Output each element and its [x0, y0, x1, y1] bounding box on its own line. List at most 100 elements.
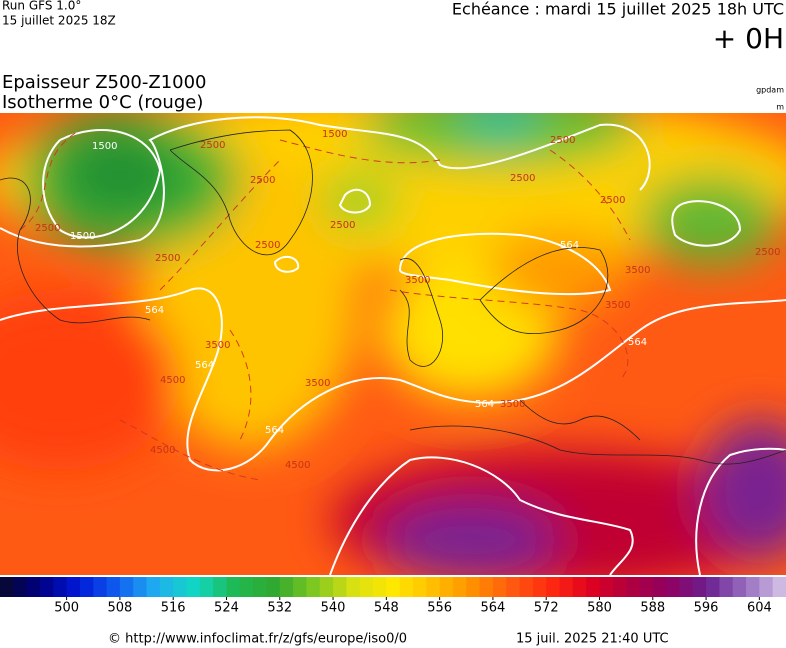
generated: 15 juil. 2025 21:40 UTC: [516, 632, 669, 647]
contour-label: 1500: [70, 231, 95, 242]
contour-label: 2500: [330, 220, 355, 231]
colorbar-swatch: [559, 577, 574, 597]
contour-label: 2500: [755, 247, 780, 258]
colorbar-swatch: [746, 577, 760, 597]
map: 1500 1500 2500 2500 2500 1500 2500 2500 …: [0, 113, 786, 575]
map-title: Epaisseur Z500-Z1000: [2, 72, 207, 93]
contour-label: 2500: [155, 253, 180, 264]
thickness-contours: [0, 116, 786, 575]
unit: m: [776, 103, 784, 112]
colorbar-tick-label: 580: [587, 601, 612, 616]
colorbar-tick-label: 604: [747, 601, 772, 616]
colorbar-swatch: [492, 577, 507, 597]
colorbar-swatch: [706, 577, 720, 597]
colorbar-swatch: [66, 577, 81, 597]
contour-label: 1500: [322, 129, 347, 140]
contour-label: 564: [628, 337, 647, 348]
colorbar-swatch: [26, 577, 41, 597]
colorbar-swatch: [133, 577, 148, 597]
colorbar-tick-label: 548: [374, 601, 399, 616]
contour-label: 4500: [285, 460, 310, 471]
colorbar-swatch: [759, 577, 774, 597]
colorbar-swatch: [239, 577, 254, 597]
contour-label: 564: [560, 240, 579, 251]
colorbar-swatch: [679, 577, 694, 597]
colorbar-swatch: [426, 577, 441, 597]
colorbar-swatch: [719, 577, 734, 597]
colorbar-swatch: [732, 577, 747, 597]
colorbar-swatch: [333, 577, 347, 597]
colorbar-swatch: [199, 577, 214, 597]
contour-label: 564: [265, 425, 284, 436]
colorbar-tick-label: 524: [214, 601, 239, 616]
colorbar-tick-label: 516: [161, 601, 186, 616]
colorbar-swatch: [399, 577, 414, 597]
colorbar-swatch: [253, 577, 267, 597]
contour-label: 2500: [550, 135, 575, 146]
contour-label: 4500: [150, 445, 175, 456]
colorbar-swatch: [213, 577, 227, 597]
colorbar-swatch: [79, 577, 94, 597]
colorbar-swatch: [692, 577, 707, 597]
colorbar-tick-label: 596: [694, 601, 719, 616]
coastlines: [0, 129, 786, 465]
map-subtitle: Isotherme 0°C (rouge): [2, 92, 203, 113]
contour-label: 2500: [35, 223, 60, 234]
colorbar-swatch: [226, 577, 241, 597]
colorbar-swatch: [53, 577, 68, 597]
colorbar-swatch: [266, 577, 281, 597]
contour-label: 3500: [605, 300, 630, 311]
contour-label: 3500: [205, 340, 230, 351]
contour-label: 3500: [305, 378, 330, 389]
contour-label: 3500: [500, 399, 525, 410]
colorbar-swatch: [346, 577, 361, 597]
contour-label: 2500: [200, 140, 225, 151]
colorbar-swatch: [639, 577, 654, 597]
colorbar: 500 508 516 524 532 540 548 556 564 572 580 588 596 6…: [0, 577, 786, 616]
colorbar-swatch: [306, 577, 321, 597]
unit: gpdam: [756, 86, 784, 95]
colorbar-swatch: [612, 577, 627, 597]
run: Run GFS 1.0°: [2, 0, 81, 13]
lead-time: + 0H: [713, 22, 784, 55]
contour-label: 2500: [510, 173, 535, 184]
contour-label: 2500: [250, 175, 275, 186]
source: © http://www.infoclimat.fr/z/gfs/europe/…: [108, 632, 407, 647]
colorbar-tick-label: 588: [640, 601, 665, 616]
contour-label: 1500: [92, 141, 117, 152]
colorbar-swatch: [106, 577, 121, 597]
contour-label: 564: [475, 399, 494, 410]
colorbar-tick-label: 532: [267, 601, 292, 616]
colorbar-tick-label: 572: [534, 601, 559, 616]
colorbar-swatch: [39, 577, 54, 597]
contour-label: 3500: [405, 275, 430, 286]
colorbar-swatch: [772, 577, 786, 597]
contour-label: 564: [195, 360, 214, 371]
colorbar-swatch: [159, 577, 174, 597]
colorbar-swatch: [572, 577, 587, 597]
colorbar-swatch: [293, 577, 307, 597]
colorbar-tick-label: 556: [427, 601, 452, 616]
contour-label: 4500: [160, 375, 185, 386]
colorbar-swatch: [319, 577, 334, 597]
colorbar-swatch: [186, 577, 201, 597]
colorbar-swatch: [479, 577, 494, 597]
colorbar-swatch: [412, 577, 427, 597]
colorbar-tick-label: 564: [481, 601, 506, 616]
colorbar-swatch: [386, 577, 401, 597]
colorbar-swatch: [13, 577, 28, 597]
colorbar-swatch: [546, 577, 561, 597]
colorbar-swatch: [146, 577, 161, 597]
contour-label: 2500: [255, 240, 280, 251]
colorbar-swatch: [452, 577, 467, 597]
contour-label: 3500: [625, 265, 650, 276]
colorbar-tick-label: 500: [54, 601, 79, 616]
colorbar-swatch: [119, 577, 134, 597]
colorbar-swatch: [586, 577, 600, 597]
colorbar-swatch: [373, 577, 387, 597]
freezing-level-contours: [19, 129, 631, 481]
colorbar-swatch: [532, 577, 547, 597]
colorbar-swatch: [439, 577, 454, 597]
colorbar-swatch: [0, 577, 14, 597]
